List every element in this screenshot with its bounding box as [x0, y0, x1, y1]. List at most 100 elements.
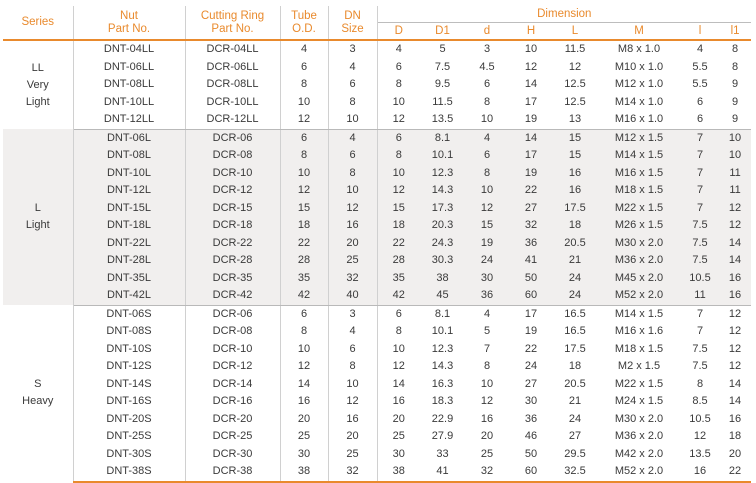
table-cell: 10.5 [689, 412, 711, 425]
col-nut-header: Nut Part No. [73, 6, 186, 41]
table-cell: DNT-06L [73, 129, 186, 147]
table-cell: 6 [681, 111, 719, 130]
table-cell: DNT-14S [73, 375, 186, 393]
table-cell: 12 [328, 199, 378, 217]
table-cell: 12 [392, 360, 405, 373]
table-cell: 16 [280, 393, 329, 411]
dimension-col-header: l [681, 22, 719, 41]
table-cell: DCR-10LL [185, 93, 281, 111]
table-cell: 17.3 [420, 199, 465, 217]
table-cell: 12 [728, 342, 742, 355]
series-cell: S Heavy [3, 305, 74, 482]
table-cell: 7 [681, 164, 719, 182]
table-cell: 16.5 [564, 307, 586, 320]
table-cell: DCR-12 [185, 358, 281, 376]
table-cell: 45 [420, 287, 465, 306]
table-cell: 10 [328, 375, 378, 393]
table-row: L Light DNT-06L DCR-06 6 4 6 8.1 4 14 15 M12 x 1.5 7… [3, 129, 752, 305]
table-cell: DCR-30 [185, 445, 281, 463]
table-cell: M8 x 1.0 [617, 43, 661, 56]
table-cell: 12 [280, 182, 329, 200]
table-cell: 4 [328, 129, 378, 147]
table-cell: 16 [553, 182, 597, 200]
table-cell: 18 [728, 430, 742, 443]
table-row: DNT-10S DCR-10 10 6 10 12.3 7 22 17.5 M18 x 1.5 7.… [3, 340, 751, 358]
table-row: DNT-16S DCR-16 16 12 16 18.3 12 30 21 M24 x 1.5 8.… [3, 393, 751, 411]
group-ll: LL Very Light DNT-04LL DCR-04LL 4 3 4 5 3 10 11.5 M8… [3, 40, 752, 130]
table-cell: DCR-12LL [185, 111, 281, 130]
table-cell: 8 [731, 60, 739, 73]
table-cell: 17.5 [564, 342, 586, 355]
table-cell: 6 [328, 76, 378, 94]
table-cell: 15 [465, 217, 509, 235]
table-cell: 35 [280, 269, 329, 287]
table-cell: DNT-35L [73, 269, 186, 287]
table-cell: M42 x 2.0 [614, 447, 664, 460]
table-cell: DCR-06LL [185, 58, 281, 76]
table-row: DNT-42L DCR-42 42 40 42 45 36 60 24 M52 x 2.0 11 16 [3, 287, 752, 306]
col-dn-header: DN Size [328, 6, 378, 41]
table-cell: 7 [681, 182, 719, 200]
table-cell: DCR-14 [185, 375, 281, 393]
table-cell: 16 [328, 410, 378, 428]
table-row: DNT-28L DCR-28 28 25 28 30.3 24 41 21 M36 x 2.0 7.… [3, 252, 752, 270]
table-cell: 8.1 [420, 129, 465, 147]
table-cell: 4 [328, 58, 378, 76]
table-cell: 24 [524, 360, 538, 373]
table-cell: 6 [280, 129, 329, 147]
table-cell: 12.3 [431, 342, 454, 355]
series-label: Light [25, 95, 50, 108]
table-cell: DNT-12S [73, 358, 186, 376]
table-row: S Heavy DNT-06S DCR-06 6 3 6 8.1 4 17 16.5 M14 x 1.… [3, 305, 751, 482]
table-cell: 8 [731, 43, 739, 56]
table-cell: 8 [280, 323, 329, 341]
table-row: DNT-20S DCR-20 20 16 20 22.9 16 36 24 M30 x 2.0 10… [3, 410, 751, 428]
table-cell: 32 [328, 463, 378, 483]
dimension-header: Dimension [377, 6, 752, 23]
table-cell: 41 [509, 252, 553, 270]
table-row: DNT-06LL DCR-06LL 6 4 6 7.5 4.5 12 12 M10 x 1.0 5.… [3, 58, 751, 76]
table-cell: 10 [280, 93, 329, 111]
table-cell: M30 x 2.0 [597, 234, 681, 252]
table-cell: 8 [328, 358, 378, 376]
table-cell: 10 [465, 182, 509, 200]
table-cell: 16.3 [431, 377, 454, 390]
table-cell: 25 [328, 445, 378, 463]
table-cell: 12 [465, 199, 509, 217]
table-cell: 7.5 [692, 360, 708, 373]
table-cell: 11 [719, 164, 752, 182]
table-cell: DCR-06 [185, 129, 281, 147]
table-cell: 10 [719, 147, 752, 165]
table-cell: 12 [280, 111, 329, 130]
table-cell: 6 [280, 58, 329, 76]
dimension-col-header: d [465, 22, 509, 41]
table-cell: 7.5 [692, 342, 708, 355]
table-cell: M14 x 1.5 [614, 307, 664, 320]
table-cell: DNT-20S [73, 410, 186, 428]
table-cell: DNT-12LL [73, 111, 186, 130]
table-cell: 22.9 [431, 412, 454, 425]
table-cell: 3 [328, 305, 378, 323]
table-row: DNT-25S DCR-25 25 20 25 27.9 20 46 27 M36 x 2.0 12… [3, 428, 751, 446]
table-cell: 22 [524, 342, 538, 355]
table-cell: 10 [280, 340, 329, 358]
table-cell: 9 [719, 111, 752, 130]
table-cell: 4 [328, 323, 378, 341]
table-cell: 14 [719, 252, 752, 270]
table-cell: 38 [280, 463, 329, 483]
table-cell: 8 [280, 76, 329, 94]
table-cell: 50 [524, 447, 538, 460]
table-cell: 7 [681, 129, 719, 147]
table-cell: 12.5 [564, 78, 586, 91]
table-cell: 32 [328, 269, 378, 287]
table-cell: 6 [696, 95, 704, 108]
table-cell: 10 [392, 95, 405, 108]
table-cell: 12 [728, 307, 742, 320]
table-cell: 14 [728, 395, 742, 408]
table-cell: DCR-10 [185, 164, 281, 182]
table-cell: 14 [524, 78, 538, 91]
table-cell: 14 [728, 377, 742, 390]
table-cell: 22 [509, 182, 553, 200]
table-cell: 12 [377, 111, 420, 130]
